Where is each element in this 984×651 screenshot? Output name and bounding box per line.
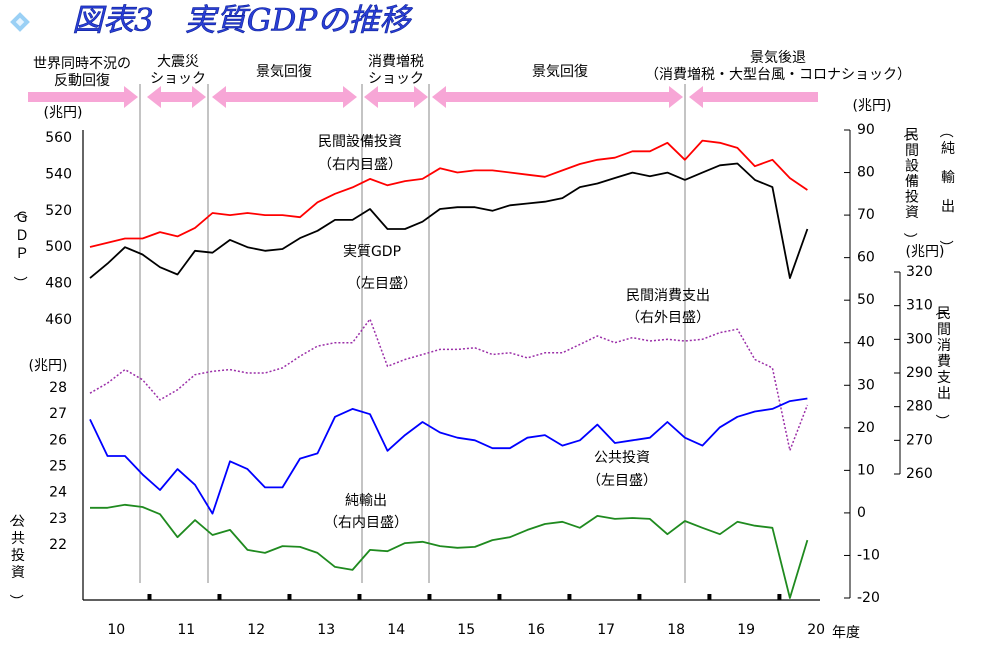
phase-label: 消費増税 — [368, 54, 424, 70]
x-tick-mark — [777, 594, 782, 600]
y-tick-label: 300 — [906, 331, 933, 347]
x-tick-label: 14 — [387, 622, 405, 638]
y-tick-label: 30 — [857, 377, 875, 393]
series-label: 実質GDP — [343, 244, 401, 260]
series-line — [89, 162, 809, 279]
y-tick-label: 25 — [49, 459, 67, 475]
phase-label: 景気回復 — [256, 63, 312, 80]
x-tick-mark — [357, 594, 362, 600]
phase-label: ショック — [368, 71, 424, 87]
phase-label: 景気回復 — [532, 63, 588, 80]
y-tick-label: 560 — [45, 130, 72, 146]
y-axis-unit: (兆円) — [29, 358, 68, 374]
series-note: （右内目盛） — [324, 515, 408, 531]
series-line — [90, 503, 809, 599]
series-label: 純輸出 — [345, 493, 387, 509]
y-tick-label: 24 — [49, 485, 67, 501]
y-tick-label: 60 — [857, 250, 875, 266]
series-line — [89, 397, 808, 515]
y-tick-label: 480 — [45, 276, 72, 292]
y-tick-label: 290 — [906, 365, 933, 381]
phase-arrow — [28, 86, 138, 108]
x-tick-label: 16 — [527, 622, 545, 638]
x-tick-mark — [497, 594, 502, 600]
series-label: 公共投資 — [594, 450, 650, 466]
x-tick-label: 13 — [317, 622, 335, 638]
x-tick-label: 19 — [737, 622, 755, 638]
y-axis-title: （民間消費支出） — [933, 302, 951, 428]
y-tick-label: 540 — [45, 166, 72, 182]
x-tick-mark — [217, 594, 222, 600]
y-tick-label: 260 — [906, 466, 933, 482]
series-line — [89, 318, 809, 452]
y-tick-label: 320 — [906, 264, 933, 280]
phase-label: （消費増税・大型台風・コロナショック） — [645, 67, 911, 83]
phase-arrow — [432, 86, 683, 108]
y-tick-label: 270 — [906, 432, 933, 448]
y-tick-label: 28 — [49, 380, 67, 396]
phase-label: 大震災 — [157, 54, 199, 70]
y-axis-title: （民間設備投資） — [901, 124, 919, 247]
series-line — [89, 139, 808, 248]
x-tick-mark — [147, 594, 152, 600]
x-tick-label: 17 — [597, 622, 615, 638]
x-tick-label: 20 — [807, 622, 825, 638]
y-tick-label: 20 — [857, 420, 875, 436]
x-tick-label: 18 — [667, 622, 685, 638]
x-tick-mark — [637, 594, 642, 600]
y-axis-title: （公共投資） — [7, 509, 25, 608]
y-tick-label: 40 — [857, 335, 875, 351]
y-tick-label: 26 — [49, 432, 67, 448]
title-icon — [10, 12, 30, 32]
x-tick-mark — [287, 594, 292, 600]
series-note: （右外目盛） — [626, 310, 710, 326]
y-tick-label: 520 — [45, 203, 72, 219]
x-tick-label: 10 — [107, 622, 125, 638]
y-tick-label: 500 — [45, 239, 72, 255]
y-tick-label: 27 — [49, 406, 67, 422]
phase-label: 反動回復 — [54, 72, 110, 89]
phase-label: 景気後退 — [750, 50, 806, 66]
phase-label: 世界同時不況の — [33, 56, 131, 72]
series-note: （右内目盛） — [318, 157, 402, 173]
y-tick-label: 10 — [857, 462, 875, 478]
phase-arrow — [212, 86, 357, 108]
x-tick-mark — [707, 594, 712, 600]
series-note: （左目盛） — [587, 473, 657, 489]
y-tick-label: 22 — [49, 537, 67, 553]
y-axis-title: （純輸出） — [937, 124, 955, 254]
phase-arrow — [364, 86, 428, 108]
phase-arrow — [147, 86, 206, 108]
y-tick-label: 310 — [906, 298, 933, 314]
y-tick-label: 280 — [906, 399, 933, 415]
series-note: （左目盛） — [347, 276, 417, 292]
chart-title: 図表3 実質GDPの推移 — [72, 3, 413, 39]
x-axis-title: 年度 — [832, 625, 860, 641]
y-tick-label: -20 — [857, 590, 880, 606]
y-axis-unit: (兆円) — [44, 105, 83, 121]
x-tick-label: 11 — [177, 622, 195, 638]
phase-label: ショック — [150, 71, 206, 87]
x-tick-mark — [567, 594, 572, 600]
y-tick-label: 80 — [857, 165, 875, 181]
y-tick-label: 70 — [857, 207, 875, 223]
y-axis-unit: (兆円) — [853, 98, 892, 114]
series-label: 民間設備投資 — [318, 134, 402, 150]
y-axis-title: （ＧＤＰ） — [11, 204, 29, 290]
y-tick-label: 460 — [45, 312, 72, 328]
x-tick-label: 15 — [457, 622, 475, 638]
x-tick-label: 12 — [247, 622, 265, 638]
y-tick-label: 50 — [857, 292, 875, 308]
y-tick-label: 23 — [49, 511, 67, 527]
y-tick-label: 90 — [857, 122, 875, 138]
y-tick-label: -10 — [857, 547, 880, 563]
phase-arrow — [689, 86, 818, 108]
x-tick-mark — [427, 594, 432, 600]
series-label: 民間消費支出 — [626, 288, 710, 304]
y-axis-unit: (兆円) — [906, 244, 945, 260]
y-tick-label: 0 — [857, 505, 866, 521]
